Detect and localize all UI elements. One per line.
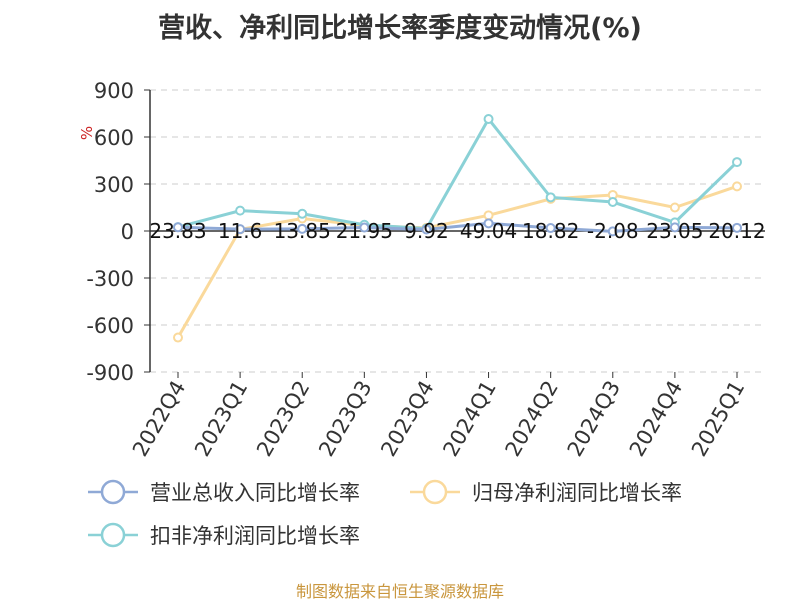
x-tick-label: 2023Q4 xyxy=(376,377,438,461)
data-label: 13.85 xyxy=(274,219,331,243)
x-tick-label: 2022Q4 xyxy=(128,377,190,461)
data-label: 20.12 xyxy=(708,219,765,243)
data-point xyxy=(421,224,432,235)
data-label: 23.05 xyxy=(646,219,703,243)
legend-marker xyxy=(100,479,126,505)
data-label: 9.92 xyxy=(404,219,449,243)
series-points xyxy=(173,113,742,343)
data-point xyxy=(732,181,742,192)
x-tick-label: 2025Q1 xyxy=(687,377,749,461)
x-tick-label: 2024Q1 xyxy=(438,377,500,461)
data-point xyxy=(669,202,680,213)
legend-label: 扣非净利润同比增长率 xyxy=(150,524,360,548)
series-line xyxy=(177,116,739,231)
series-line xyxy=(177,221,738,233)
footer-source: 制图数据来自恒生聚源数据库 xyxy=(295,582,504,601)
x-tick-labels: 2022Q4 2023Q1 2023Q2 2023Q3 2023Q4 2024Q1 2024… xyxy=(128,377,749,461)
data-point xyxy=(359,222,370,233)
data-label: 18.82 xyxy=(522,219,579,243)
chart-title: 营收、净利同比增长率季度变动情况(%) xyxy=(158,13,642,44)
data-point xyxy=(173,332,183,343)
data-point xyxy=(235,205,246,216)
data-point xyxy=(235,224,246,235)
data-point xyxy=(483,218,494,229)
series-lines xyxy=(176,116,739,339)
legend-label: 归母净利润同比增长率 xyxy=(472,481,682,505)
legend-marker xyxy=(100,522,126,548)
data-point xyxy=(173,222,183,233)
series-line xyxy=(176,184,738,339)
data-label: 21.95 xyxy=(336,219,393,243)
data-labels: 23.83 11.6 13.85 21.95 9.92 49.04 18.82 -2.08 23… xyxy=(149,219,765,243)
y-tick-label: 300 xyxy=(94,173,134,197)
data-label: -2.08 xyxy=(587,219,639,243)
x-tick-label: 2023Q2 xyxy=(252,377,314,461)
y-axis-label: % xyxy=(78,126,96,140)
x-tick-label: 2024Q2 xyxy=(501,377,563,461)
data-point xyxy=(607,197,618,208)
data-point xyxy=(483,113,494,124)
x-tick-label: 2024Q3 xyxy=(563,377,625,461)
y-tick-label: -900 xyxy=(86,361,134,385)
data-point xyxy=(732,157,742,168)
data-point xyxy=(545,192,556,203)
x-tick-label: 2023Q3 xyxy=(314,377,376,461)
y-tick-label: 0 xyxy=(121,220,134,244)
data-label: 23.83 xyxy=(149,219,206,243)
y-tick-label: 900 xyxy=(94,79,134,103)
data-point xyxy=(297,208,308,219)
data-label: 11.6 xyxy=(218,219,263,243)
x-tick-label: 2024Q4 xyxy=(625,377,687,461)
y-tick-label: -300 xyxy=(86,267,134,291)
y-tick-label: 600 xyxy=(94,126,134,150)
data-point xyxy=(732,222,742,233)
y-axis-label-group: % xyxy=(78,126,96,140)
data-point xyxy=(607,226,618,237)
data-point xyxy=(545,223,556,234)
axes xyxy=(144,89,765,378)
x-tick-label: 2023Q1 xyxy=(190,377,252,461)
y-tick-label: -600 xyxy=(86,314,134,338)
y-tick-labels: 900 600 300 0 -300 -600 -900 xyxy=(86,79,134,385)
legend-label: 营业总收入同比增长率 xyxy=(150,481,360,505)
data-point xyxy=(669,222,680,233)
data-point xyxy=(297,223,308,234)
data-label: 49.04 xyxy=(460,219,517,243)
legend-marker xyxy=(422,479,448,505)
